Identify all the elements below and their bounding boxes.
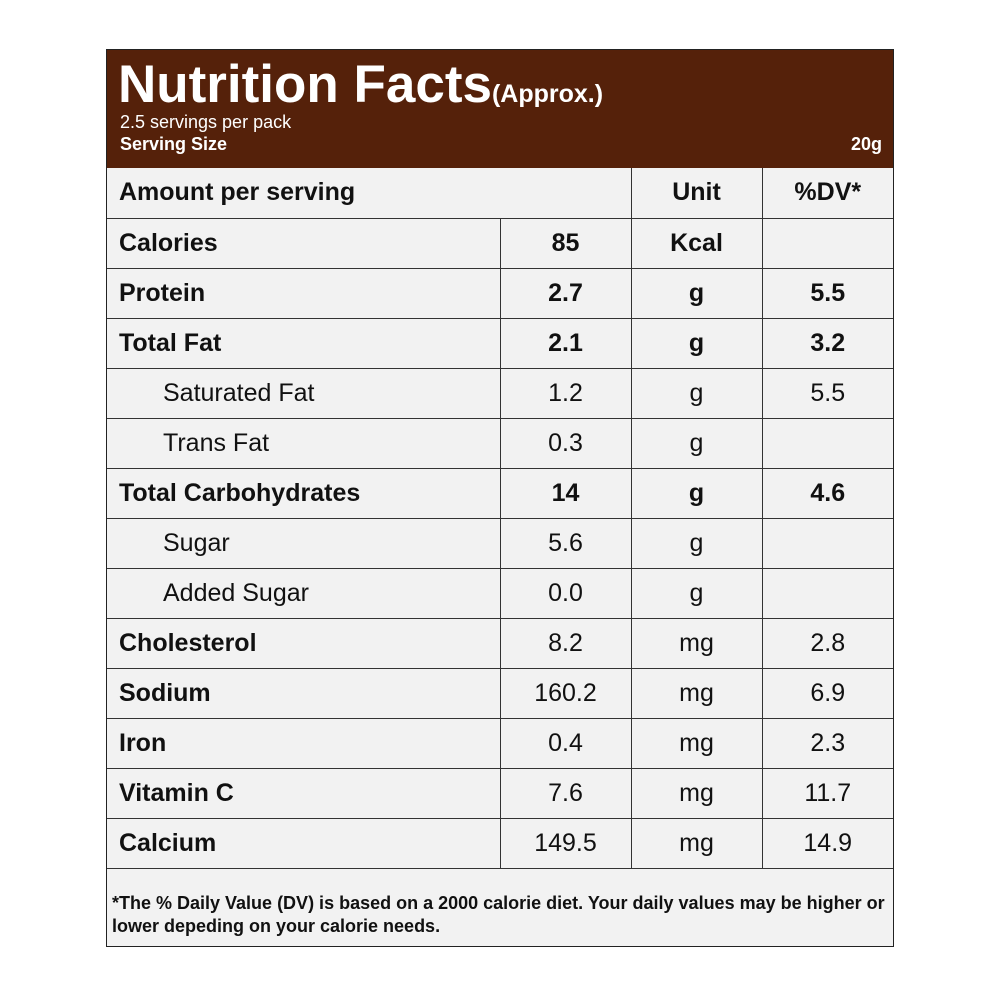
dv-header: %DV* xyxy=(761,168,893,219)
nutrient-row-calcium: Calcium 149.5 mg 14.9 xyxy=(107,817,893,869)
nutrient-name: Total Fat xyxy=(107,317,501,369)
calories-value: 85 xyxy=(499,217,632,269)
nutrient-name: Sodium xyxy=(107,667,501,719)
nutrient-row-total-carbohydrates: Total Carbohydrates 14 g 4.6 xyxy=(107,467,893,519)
nutrient-row-trans-fat: Trans Fat 0.3 g xyxy=(107,417,893,469)
nutrient-unit: g xyxy=(630,567,763,619)
nutrient-unit: g xyxy=(630,517,763,569)
nutrient-value: 0.3 xyxy=(499,417,632,469)
nutrient-row-sodium: Sodium 160.2 mg 6.9 xyxy=(107,667,893,719)
servings-per-pack: 2.5 servings per pack xyxy=(120,112,292,132)
nutrient-name: Sugar xyxy=(107,517,501,569)
nutrient-dv: 2.8 xyxy=(761,617,893,669)
nutrient-dv: 11.7 xyxy=(761,767,893,819)
daily-value-footnote: *The % Daily Value (DV) is based on a 20… xyxy=(112,893,885,936)
nutrient-unit: g xyxy=(630,467,763,519)
nutrient-name: Added Sugar xyxy=(107,567,501,619)
unit-header: Unit xyxy=(630,168,763,219)
nutrient-table: Amount per serving Unit %DV* Calories 85… xyxy=(107,168,893,869)
nutrient-dv: 4.6 xyxy=(761,467,893,519)
calories-dv xyxy=(761,217,893,269)
nutrient-name: Protein xyxy=(107,267,501,319)
nutrient-dv: 5.5 xyxy=(761,367,893,419)
nutrient-unit: mg xyxy=(630,817,763,869)
nutrient-dv: 14.9 xyxy=(761,817,893,869)
nutrient-unit: g xyxy=(630,317,763,369)
nutrient-dv xyxy=(761,567,893,619)
calories-row: Calories 85 Kcal xyxy=(107,217,893,269)
nutrient-row-protein: Protein 2.7 g 5.5 xyxy=(107,267,893,319)
nutrient-unit: g xyxy=(630,267,763,319)
nutrient-name: Total Carbohydrates xyxy=(107,467,501,519)
nutrient-unit: mg xyxy=(630,767,763,819)
nutrient-row-sugar: Sugar 5.6 g xyxy=(107,517,893,569)
nutrition-facts-label: Nutrition Facts(Approx.) 2.5 servings pe… xyxy=(106,49,894,947)
nutrient-unit: g xyxy=(630,417,763,469)
serving-size-label: Serving Size xyxy=(120,134,228,154)
nutrient-value: 2.7 xyxy=(499,267,632,319)
nutrient-row-vitamin-c: Vitamin C 7.6 mg 11.7 xyxy=(107,767,893,819)
calories-unit: Kcal xyxy=(630,217,763,269)
nutrient-unit: mg xyxy=(630,667,763,719)
approx-note: (Approx.) xyxy=(491,80,604,108)
nutrient-value: 160.2 xyxy=(499,667,632,719)
nutrient-value: 2.1 xyxy=(499,317,632,369)
nutrient-dv xyxy=(761,517,893,569)
title-line: Nutrition Facts(Approx.) xyxy=(118,54,603,115)
nutrient-unit: mg xyxy=(630,717,763,769)
nutrient-row-added-sugar: Added Sugar 0.0 g xyxy=(107,567,893,619)
calories-label: Calories xyxy=(107,217,501,269)
amount-per-serving-header: Amount per serving xyxy=(107,168,632,219)
nutrient-row-iron: Iron 0.4 mg 2.3 xyxy=(107,717,893,769)
label-header: Nutrition Facts(Approx.) 2.5 servings pe… xyxy=(107,50,893,168)
nutrient-name: Iron xyxy=(107,717,501,769)
nutrient-dv: 5.5 xyxy=(761,267,893,319)
nutrient-unit: mg xyxy=(630,617,763,669)
nutrient-value: 14 xyxy=(499,467,632,519)
nutrient-value: 5.6 xyxy=(499,517,632,569)
nutrient-dv: 3.2 xyxy=(761,317,893,369)
nutrient-name: Cholesterol xyxy=(107,617,501,669)
nutrient-unit: g xyxy=(630,367,763,419)
nutrient-value: 1.2 xyxy=(499,367,632,419)
nutrient-value: 8.2 xyxy=(499,617,632,669)
nutrient-value: 0.4 xyxy=(499,717,632,769)
table-header-row: Amount per serving Unit %DV* xyxy=(107,168,893,219)
nutrient-name: Calcium xyxy=(107,817,501,869)
nutrient-value: 0.0 xyxy=(499,567,632,619)
nutrient-name: Vitamin C xyxy=(107,767,501,819)
nutrient-dv xyxy=(761,417,893,469)
nutrient-value: 7.6 xyxy=(499,767,632,819)
nutrient-row-saturated-fat: Saturated Fat 1.2 g 5.5 xyxy=(107,367,893,419)
nutrient-name: Saturated Fat xyxy=(107,367,501,419)
nutrient-row-cholesterol: Cholesterol 8.2 mg 2.8 xyxy=(107,617,893,669)
nutrient-row-total-fat: Total Fat 2.1 g 3.2 xyxy=(107,317,893,369)
label-title: Nutrition Facts xyxy=(118,55,492,114)
nutrient-dv: 6.9 xyxy=(761,667,893,719)
nutrient-value: 149.5 xyxy=(499,817,632,869)
serving-size-value: 20g xyxy=(850,134,882,154)
nutrient-dv: 2.3 xyxy=(761,717,893,769)
nutrient-name: Trans Fat xyxy=(107,417,501,469)
